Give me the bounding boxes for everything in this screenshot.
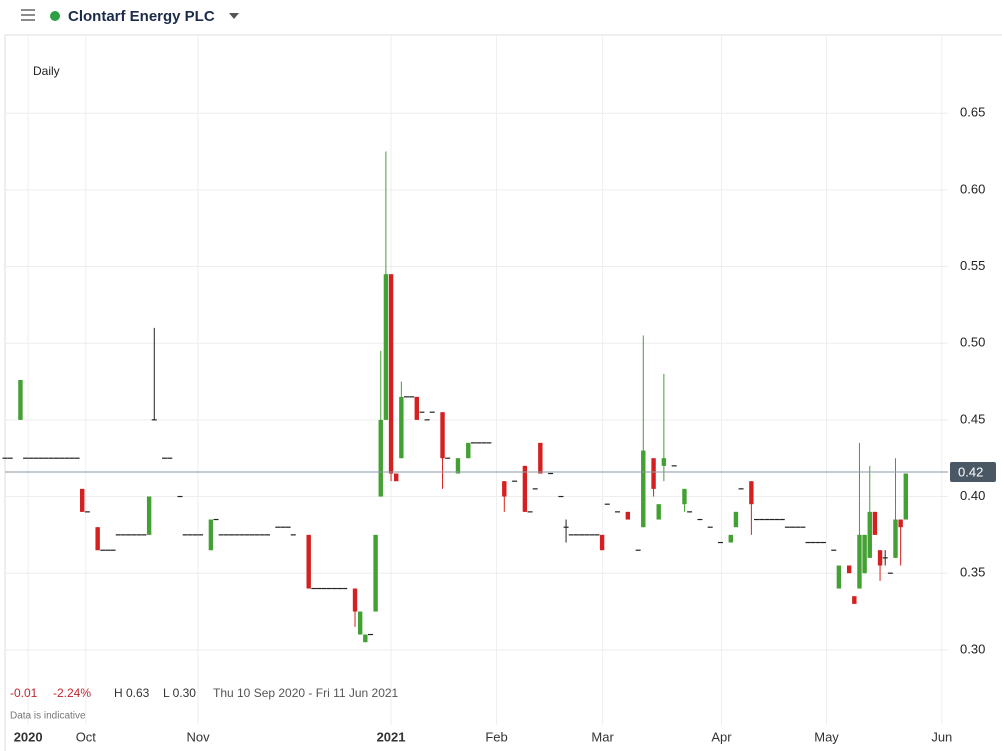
- candle-body: [414, 396, 419, 420]
- x-tick-label: Feb: [485, 729, 507, 744]
- x-tick-label: Nov: [186, 729, 210, 744]
- candle-body: [522, 465, 528, 512]
- candle-body: [399, 396, 404, 459]
- x-tick-label: Apr: [711, 729, 732, 744]
- y-tick-label: 0.40: [960, 488, 985, 503]
- candle-body: [502, 481, 507, 497]
- candle-body: [857, 534, 862, 589]
- candle-body: [893, 519, 898, 558]
- candle-body: [852, 596, 857, 604]
- candle-body: [95, 527, 100, 551]
- candle-body: [388, 274, 394, 474]
- x-tick-label: May: [814, 729, 839, 744]
- candle-body: [383, 274, 389, 420]
- last-price-label: 0.42: [958, 464, 983, 479]
- status-dot: [50, 11, 60, 21]
- candle-body: [641, 450, 646, 528]
- candle-body: [872, 511, 878, 535]
- candle-body: [656, 504, 661, 520]
- candle-body: [836, 565, 842, 589]
- candle-body: [538, 442, 543, 474]
- candle-body: [733, 511, 739, 528]
- x-tick-label: 2021: [377, 729, 406, 744]
- candle-body: [867, 511, 872, 558]
- candle-body: [373, 534, 378, 612]
- y-tick-label: 0.65: [960, 105, 985, 120]
- candle-body: [363, 634, 368, 643]
- candle-body: [682, 488, 687, 505]
- candle-body: [208, 519, 214, 551]
- candle-body: [651, 458, 656, 489]
- last-price-tag: [950, 462, 996, 482]
- disclaimer: Data is indicative: [10, 711, 86, 722]
- candle-body: [440, 412, 445, 459]
- low-stat: L 0.30: [163, 686, 196, 700]
- candle-body: [18, 380, 23, 420]
- candle-body: [455, 458, 461, 474]
- candle-body: [378, 419, 383, 497]
- candle-body: [80, 488, 85, 512]
- candle-body: [661, 458, 667, 466]
- change-pct: -2.24%: [53, 686, 91, 700]
- menu-icon[interactable]: [21, 9, 35, 21]
- x-tick-label: Jun: [931, 729, 952, 744]
- candle-body: [903, 473, 908, 520]
- candle-body: [862, 534, 867, 574]
- change: -0.01: [10, 686, 38, 700]
- candle-body: [749, 481, 754, 505]
- candle-body: [846, 565, 852, 574]
- x-tick-label: Oct: [76, 729, 97, 744]
- candle-body: [394, 473, 399, 482]
- date-range: Thu 10 Sep 2020 - Fri 11 Jun 2021: [213, 686, 399, 700]
- candle-body: [877, 550, 883, 566]
- y-tick-label: 0.30: [960, 641, 985, 656]
- candle-body: [599, 534, 605, 551]
- high-stat: H 0.63: [114, 686, 150, 700]
- candle-body: [728, 534, 733, 543]
- y-tick-label: 0.60: [960, 181, 985, 196]
- dropdown-caret[interactable]: [229, 13, 239, 19]
- y-tick-label: 0.50: [960, 335, 985, 350]
- y-tick-label: 0.45: [960, 411, 985, 426]
- instrument-title[interactable]: Clontarf Energy PLC: [68, 8, 215, 25]
- candle-body: [146, 496, 152, 535]
- interval-label[interactable]: Daily: [33, 64, 60, 78]
- candle-body: [625, 511, 631, 520]
- candle-body: [352, 588, 358, 612]
- x-tick-label: Mar: [591, 729, 614, 744]
- candle-body: [898, 519, 903, 528]
- x-tick-label: 2020: [14, 729, 43, 744]
- y-tick-label: 0.35: [960, 565, 985, 580]
- candle-body: [357, 611, 363, 635]
- candle-body: [306, 534, 311, 589]
- y-tick-label: 0.55: [960, 258, 985, 273]
- candle-body: [466, 442, 471, 459]
